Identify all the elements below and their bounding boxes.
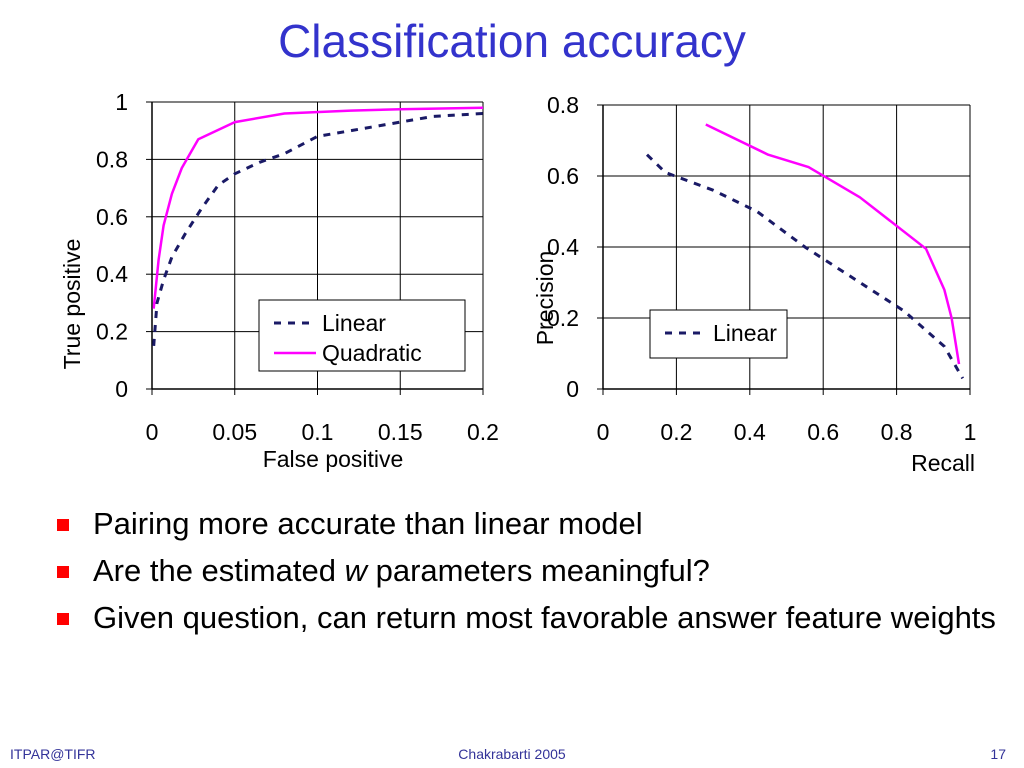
series-line-linear — [152, 112, 484, 347]
y-tick-label: 0.4 — [547, 234, 579, 260]
y-tick-label: 0.2 — [547, 305, 579, 331]
bullet-text: Pairing more accurate than linear model — [93, 506, 643, 541]
y-axis-label: Precision — [532, 251, 558, 346]
y-tick-label: 0.6 — [96, 204, 128, 230]
y-tick-label: 0.8 — [547, 92, 579, 118]
x-tick-label: 0.1 — [302, 419, 334, 445]
roc-chart: 0 0.2 0.4 0.6 0.8 1 0 0.05 0.1 0.15 0.2 False posit… — [59, 89, 499, 472]
legend-label: Quadratic — [322, 340, 422, 366]
precision-recall-chart: 0 0.2 0.4 0.6 0.8 0 0.2 0.4 0.6 0.8 1 Recall Precisi… — [532, 92, 977, 476]
bullet-square-icon — [57, 566, 69, 578]
bullet-square-icon — [57, 519, 69, 531]
footer-author: Chakrabarti 2005 — [458, 746, 566, 762]
x-tick-label: 0.2 — [660, 419, 692, 445]
x-tick-label: 0.4 — [734, 419, 766, 445]
legend-box — [649, 309, 788, 359]
x-tick-label: 0.8 — [881, 419, 913, 445]
series-line-linear — [645, 153, 965, 380]
x-tick-label: 0 — [597, 419, 610, 445]
bullet-text-start: Are the estimated — [93, 553, 345, 588]
y-tick-label: 0 — [115, 376, 128, 402]
y-tick-label: 1 — [115, 89, 128, 115]
bullet-item: Given question, can return most favorabl… — [55, 599, 1005, 637]
x-tick-label: 0.05 — [212, 419, 257, 445]
legend-box — [258, 299, 466, 372]
y-tick-label: 0.6 — [547, 163, 579, 189]
bullet-list: Pairing more accurate than linear model … — [55, 505, 1005, 646]
bullet-item: Are the estimated w parameters meaningfu… — [55, 552, 1005, 590]
y-tick-label: 0 — [566, 376, 579, 402]
x-tick-label: 0.15 — [378, 419, 423, 445]
series-line-quadratic — [152, 106, 484, 309]
legend-label: Linear — [713, 320, 777, 346]
x-axis-label: Recall — [911, 450, 975, 476]
x-tick-label: 0.6 — [807, 419, 839, 445]
bullet-square-icon — [57, 613, 69, 625]
bullet-item: Pairing more accurate than linear model — [55, 505, 1005, 543]
bullet-emphasis: w — [344, 553, 367, 588]
y-axis-label: True positive — [59, 239, 85, 370]
page-number: 17 — [990, 746, 1006, 762]
x-axis-label: False positive — [263, 446, 404, 472]
y-tick-label: 0.4 — [96, 261, 128, 287]
bullet-text: Given question, can return most favorabl… — [93, 600, 996, 635]
x-tick-label: 0 — [146, 419, 159, 445]
slide-title: Classification accuracy — [278, 15, 746, 67]
legend-label: Linear — [322, 310, 386, 336]
bullet-text-end: parameters meaningful? — [366, 553, 710, 588]
y-tick-label: 0.8 — [96, 146, 128, 172]
x-tick-label: 1 — [964, 419, 977, 445]
x-tick-label: 0.2 — [467, 419, 499, 445]
y-tick-label: 0.2 — [96, 319, 128, 345]
series-line-quadratic — [705, 123, 961, 365]
footer-venue: ITPAR@TIFR — [10, 746, 96, 762]
